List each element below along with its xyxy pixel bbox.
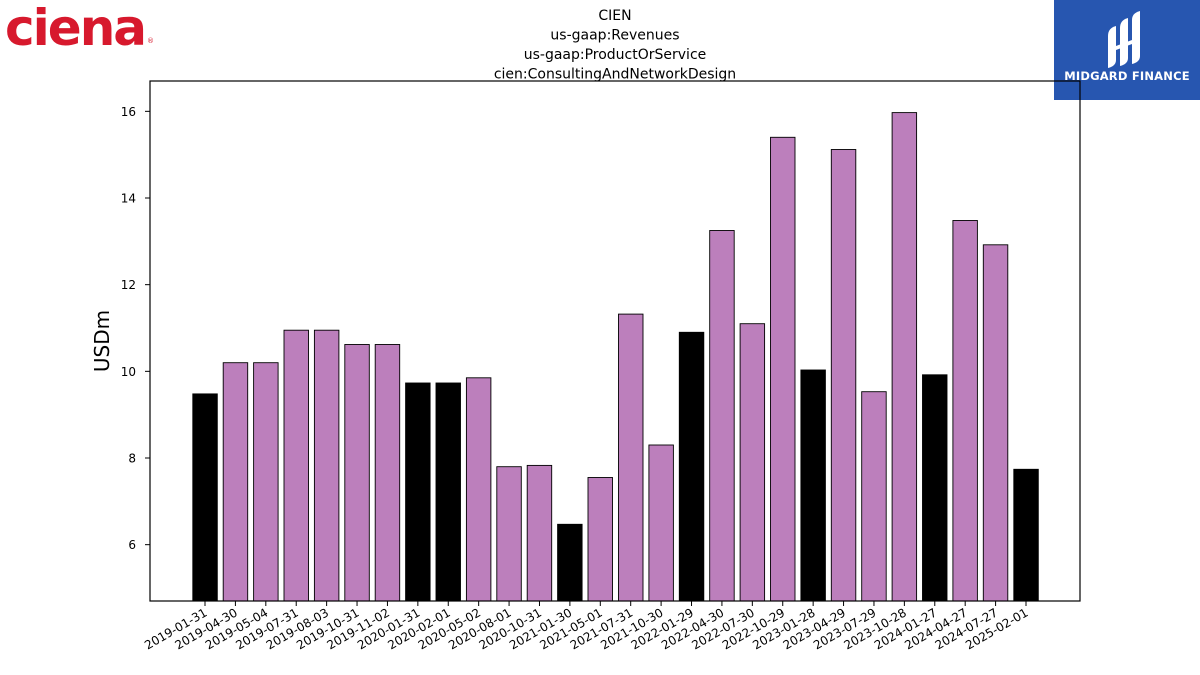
bar-2020-05-02	[465, 377, 492, 602]
bar-2020-01-31	[405, 382, 431, 602]
bar-2022-04-30	[709, 230, 735, 602]
midgard-emblem-icon	[1108, 11, 1140, 68]
y-axis-label: USDm	[90, 310, 114, 372]
bar-2019-01-31	[192, 393, 218, 602]
bar-2022-01-29	[678, 331, 705, 602]
bar-2021-01-30	[557, 523, 583, 602]
y-tick-label: 6	[128, 538, 136, 552]
y-tick-label: 10	[121, 365, 136, 379]
bar-2022-10-29	[770, 136, 796, 602]
bar-2019-11-02	[374, 344, 401, 602]
y-axis: 6 8 10 12 14 16	[121, 105, 150, 552]
y-tick-label: 14	[121, 192, 136, 206]
bar-2023-07-29	[861, 391, 887, 602]
x-axis: 2019-01-312019-04-302019-05-042019-07-31…	[142, 601, 1031, 652]
bar-2024-04-27	[952, 220, 978, 602]
bar-2020-08-01	[496, 466, 522, 602]
y-tick-label: 12	[121, 278, 136, 292]
bar-2022-07-30	[739, 323, 766, 602]
y-tick-label: 16	[121, 105, 136, 119]
bar-2025-02-01	[1013, 468, 1039, 602]
y-tick-label: 8	[128, 452, 136, 466]
bar-2019-07-31	[283, 329, 309, 602]
bar-2021-07-31	[618, 313, 644, 602]
bar-2019-04-30	[222, 362, 249, 602]
chart-title-line: cien:ConsultingAndNetworkDesign	[494, 67, 736, 83]
ciena-logo-text: ciena	[5, 0, 147, 57]
ciena-logo: ciena ®	[5, 0, 155, 57]
chart-title-line: us-gaap:ProductOrService	[524, 47, 707, 63]
chart-title: CIEN us-gaap:Revenues us-gaap:ProductOrSer…	[494, 8, 736, 83]
bar-2020-02-01	[435, 382, 461, 602]
midgard-finance-logo: MIDGARD FINANCE	[1054, 0, 1200, 100]
chart-title-line: us-gaap:Revenues	[550, 28, 679, 44]
bar-2019-10-31	[344, 344, 370, 602]
bar-2020-10-31	[526, 464, 553, 602]
bar-2024-01-27	[922, 374, 948, 602]
midgard-logo-text: MIDGARD FINANCE	[1064, 69, 1190, 83]
plot-frame	[149, 80, 1081, 602]
bar-2023-01-28	[800, 369, 826, 602]
bar-2024-07-27	[982, 244, 1009, 602]
bars-group	[192, 112, 1039, 602]
bar-2019-05-04	[253, 362, 279, 602]
bar-2021-10-30	[648, 444, 674, 602]
bar-2021-05-01	[587, 477, 613, 602]
bar-2023-04-29	[830, 149, 857, 602]
bar-2023-10-28	[891, 112, 918, 602]
bar-2019-08-03	[313, 329, 340, 602]
chart-title-line: CIEN	[598, 8, 631, 24]
